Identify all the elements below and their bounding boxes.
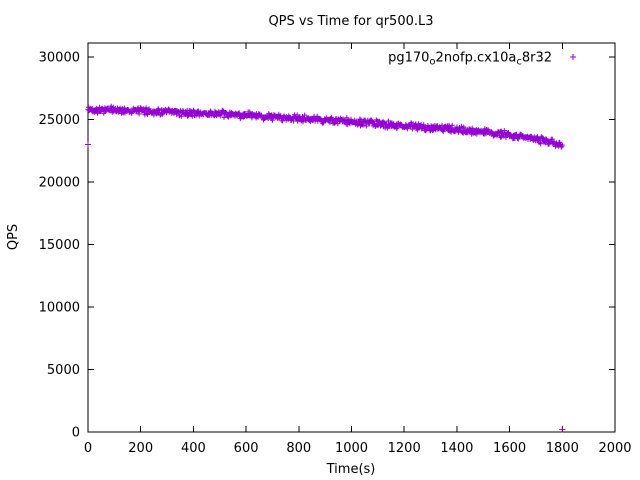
legend-label: pg170o2nofp.cx10ac8r32 (388, 51, 552, 68)
x-tick-label: 600 (234, 441, 259, 456)
series-point-markers (85, 103, 566, 433)
chart-title: QPS vs Time for qr500.L3 (268, 14, 433, 29)
y-tick-label: 0 (72, 426, 80, 441)
plot-border (87, 42, 616, 433)
x-tick-label: 200 (128, 441, 153, 456)
legend: pg170o2nofp.cx10ac8r32 (388, 51, 576, 68)
x-tick-label: 1600 (493, 441, 526, 456)
x-axis-label: Time(s) (326, 462, 376, 477)
axis-tick-labels: 0 200 400 600 800 1000 1200 1400 1600 1800 2000050… (39, 51, 632, 457)
y-axis-label: QPS (6, 224, 21, 250)
y-tick-label: 5000 (47, 363, 80, 378)
x-tick-label: 800 (286, 441, 311, 456)
x-tick-label: 1000 (335, 441, 368, 456)
y-tick-label: 10000 (39, 301, 80, 316)
x-tick-label: 2000 (598, 441, 631, 456)
axis-ticks (87, 43, 616, 433)
y-tick-label: 20000 (39, 176, 80, 191)
x-tick-label: 0 (84, 441, 92, 456)
y-tick-label: 25000 (39, 113, 80, 128)
y-tick-label: 30000 (39, 51, 80, 66)
x-tick-label: 1200 (388, 441, 421, 456)
x-tick-label: 1800 (546, 441, 579, 456)
legend-marker-icon (570, 54, 576, 60)
y-tick-label: 15000 (39, 238, 80, 253)
x-tick-label: 400 (181, 441, 206, 456)
data-series-markers (85, 103, 566, 433)
x-tick-label: 1400 (440, 441, 473, 456)
